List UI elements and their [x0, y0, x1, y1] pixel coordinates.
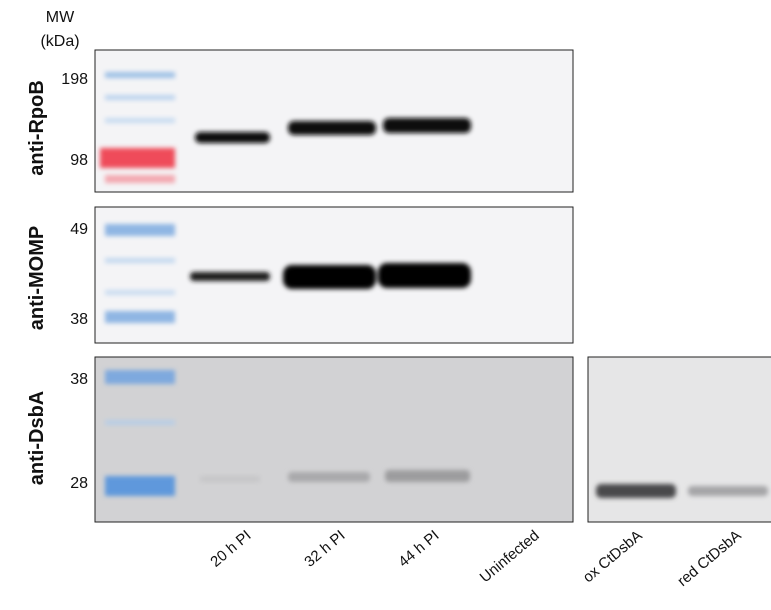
marker-label: 38: [70, 371, 88, 388]
antibody-label: anti-RpoB: [26, 80, 48, 176]
lane-label: Uninfected: [477, 527, 543, 586]
bands: [190, 263, 471, 289]
lane-label: 32 h PI: [301, 527, 348, 571]
marker-label: 98: [70, 152, 88, 169]
marker-label: 198: [61, 71, 88, 88]
antibody-label: anti-MOMP: [26, 226, 48, 330]
ladder: [105, 224, 175, 323]
ladder: [100, 72, 175, 183]
bands: [200, 470, 470, 482]
lane-label: ox CtDsbA: [580, 527, 646, 586]
bands: [596, 484, 768, 498]
lane-label: 44 h PI: [395, 527, 442, 571]
bands: [195, 118, 471, 143]
marker-label: 28: [70, 475, 88, 492]
ladder: [105, 370, 175, 496]
marker-label: 49: [70, 221, 88, 238]
mw-label: MW: [46, 9, 75, 26]
lane-label: 20 h PI: [207, 527, 254, 571]
marker-label: 38: [70, 311, 88, 328]
mw-unit: (kDa): [40, 33, 79, 50]
lane-label: red CtDsbA: [674, 527, 744, 590]
antibody-label: anti-DsbA: [26, 391, 48, 485]
